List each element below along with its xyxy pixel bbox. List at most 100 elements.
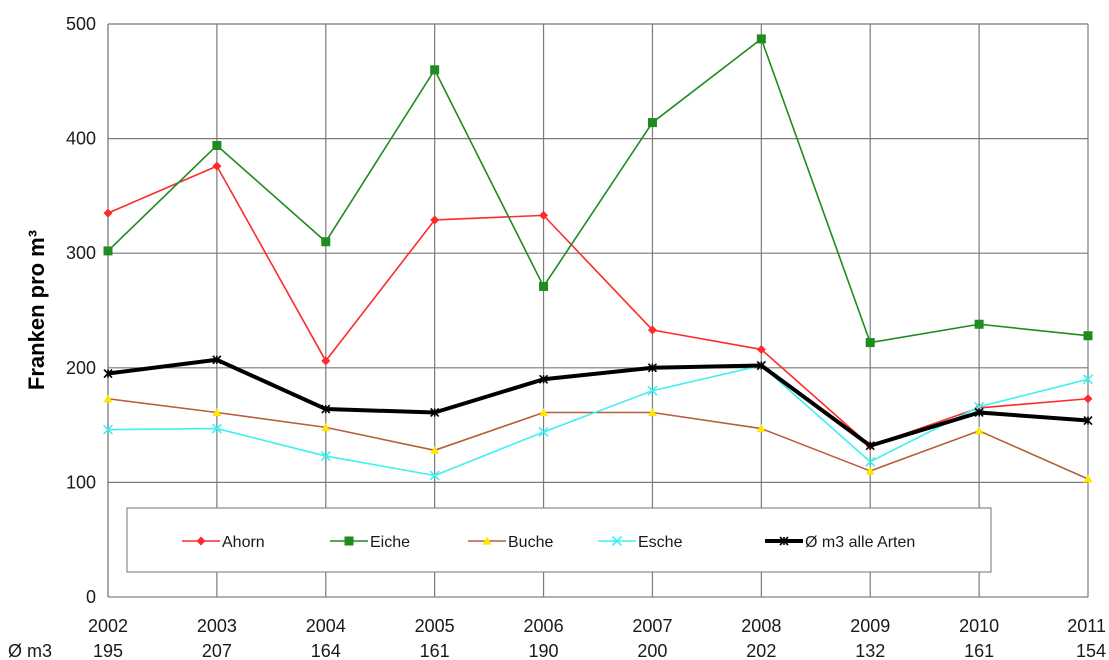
series: [102, 34, 1094, 483]
data-point: [1083, 394, 1093, 404]
data-point: [103, 368, 113, 379]
y-tick-label: 200: [66, 358, 96, 378]
data-point: [1082, 374, 1094, 385]
legend-label: Ø m3 alle Arten: [805, 534, 915, 551]
data-point: [321, 404, 331, 414]
data-point: [865, 466, 875, 475]
x-tick-label: 2011: [1067, 616, 1106, 636]
data-point: [429, 470, 440, 481]
legend-label: Eiche: [370, 534, 410, 551]
y-tick-label: 0: [86, 587, 96, 607]
avg-row-value: 164: [311, 641, 341, 660]
series-eiche: [103, 34, 1093, 348]
data-point: [482, 536, 492, 545]
data-point: [103, 246, 113, 256]
y-tick-label: 400: [66, 129, 96, 149]
data-point: [539, 407, 549, 417]
data-point: [865, 338, 875, 348]
data-point: [320, 450, 331, 462]
data-point: [1083, 415, 1093, 426]
y-tick-label: 300: [66, 243, 96, 263]
data-point-stroke: [102, 424, 114, 435]
data-point: [539, 281, 549, 291]
data-point: [647, 325, 657, 335]
data-point: [103, 394, 113, 403]
y-tick-label: 500: [66, 14, 96, 34]
data-point: [212, 140, 222, 150]
x-tick-label: 2007: [632, 616, 672, 636]
series-line: [107, 397, 1089, 480]
data-point: [865, 441, 875, 451]
avg-row-value: 154: [1076, 641, 1106, 660]
legend-entry: Esche: [598, 534, 683, 551]
series-line: [107, 165, 1089, 447]
avg-row-label: Ø m3: [8, 641, 52, 660]
data-point: [430, 445, 440, 454]
data-point: [211, 423, 222, 434]
avg-row-value: 202: [746, 641, 776, 660]
x-tick-label: 2008: [741, 616, 781, 636]
series-line: [107, 38, 1089, 344]
x-tick-label: 2010: [959, 616, 999, 636]
legend-entry: Ø m3 alle Arten: [765, 534, 915, 551]
x-tick-label: 2002: [88, 616, 128, 636]
x-tick-label: 2005: [415, 616, 455, 636]
avg-row-value: 200: [637, 641, 667, 660]
data-point: [756, 424, 766, 433]
y-tick-label: 100: [66, 472, 96, 492]
legend-entry: Ahorn: [182, 534, 265, 551]
data-point: [611, 535, 623, 547]
data-point: [430, 407, 440, 418]
legend-label: Ahorn: [222, 534, 265, 551]
data-point: [321, 356, 331, 366]
data-point: [647, 118, 657, 128]
data-point: [647, 407, 657, 417]
x-tick-label: 2009: [850, 616, 890, 636]
data-point-stroke: [611, 535, 623, 547]
data-point: [344, 536, 354, 546]
series--m3-alle-arten: [103, 355, 1093, 451]
legend-box: [126, 507, 992, 573]
data-point: [1083, 331, 1093, 341]
avg-row-value: 161: [420, 641, 450, 660]
data-point: [756, 34, 766, 44]
data-point: [102, 424, 114, 435]
legend-label: Esche: [638, 534, 683, 551]
y-axis-title: Franken pro m³: [24, 230, 49, 390]
avg-row-value: 207: [202, 641, 232, 660]
data-point: [538, 426, 549, 438]
data-point: [779, 536, 789, 546]
data-point: [103, 208, 113, 218]
data-point: [430, 65, 440, 75]
data-point: [212, 355, 222, 365]
data-point-stroke: [211, 423, 222, 434]
data-point-stroke: [647, 385, 658, 396]
avg-row-value: 195: [93, 641, 123, 660]
series-buche: [103, 394, 1093, 483]
labels: 0 100 200 300 400 500 2002 195 2003 207 2004 164 200…: [8, 14, 1106, 660]
legend-label: Buche: [508, 534, 553, 551]
data-point: [538, 374, 549, 384]
data-point: [756, 344, 766, 354]
series-line: [107, 357, 1089, 448]
data-point: [647, 363, 658, 373]
data-point: [321, 237, 331, 247]
data-point-stroke: [865, 456, 876, 467]
legend-entry: Eiche: [330, 534, 410, 551]
series-line: [107, 364, 1089, 477]
data-point: [539, 210, 549, 220]
avg-row-value: 190: [529, 641, 559, 660]
data-point: [974, 426, 984, 435]
data-point-stroke: [429, 470, 440, 481]
data-point: [212, 407, 222, 417]
data-point: [430, 215, 440, 225]
data-point: [212, 161, 222, 171]
data-point: [756, 360, 766, 371]
data-point: [865, 456, 876, 467]
legend-entry: Buche: [468, 534, 553, 551]
x-tick-label: 2003: [197, 616, 237, 636]
data-point: [974, 407, 984, 418]
data-point: [321, 422, 331, 431]
